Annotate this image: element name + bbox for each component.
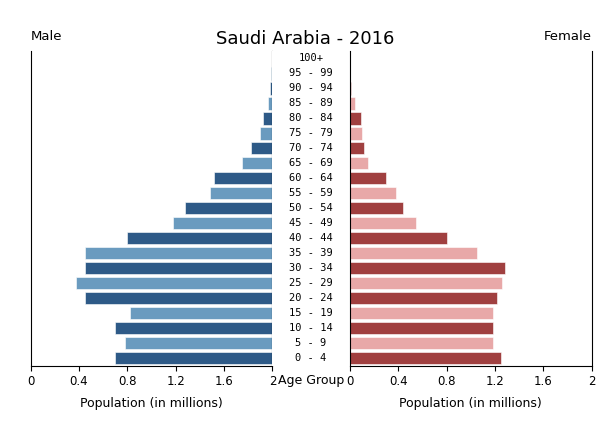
Bar xyxy=(350,292,497,304)
Text: 85 - 89: 85 - 89 xyxy=(289,99,333,108)
Bar xyxy=(185,202,273,214)
Bar xyxy=(209,187,273,199)
X-axis label: Age Group: Age Group xyxy=(278,374,344,387)
Text: 5 - 9: 5 - 9 xyxy=(295,338,327,348)
Bar xyxy=(350,352,501,364)
Text: 20 - 24: 20 - 24 xyxy=(289,293,333,303)
Text: 95 - 99: 95 - 99 xyxy=(289,68,333,79)
Bar xyxy=(260,127,273,139)
Text: 45 - 49: 45 - 49 xyxy=(289,218,333,228)
Bar xyxy=(268,97,273,110)
Bar xyxy=(85,292,273,304)
Bar xyxy=(350,82,351,95)
Text: 25 - 29: 25 - 29 xyxy=(289,278,333,288)
Text: Male: Male xyxy=(30,30,62,43)
Text: Saudi Arabia - 2016: Saudi Arabia - 2016 xyxy=(216,30,394,48)
Bar xyxy=(242,157,273,170)
Text: 50 - 54: 50 - 54 xyxy=(289,203,333,213)
Text: 30 - 34: 30 - 34 xyxy=(289,263,333,273)
Bar xyxy=(350,217,416,230)
Bar xyxy=(350,172,386,184)
Bar xyxy=(350,112,361,125)
Bar xyxy=(350,337,492,349)
Bar xyxy=(127,232,273,244)
Bar xyxy=(350,262,504,274)
Bar xyxy=(125,337,273,349)
Bar xyxy=(173,217,273,230)
Bar xyxy=(350,142,364,154)
Bar xyxy=(350,322,492,334)
Bar xyxy=(85,247,273,259)
Bar xyxy=(350,187,396,199)
Text: Female: Female xyxy=(544,30,592,43)
Bar xyxy=(214,172,273,184)
Text: 65 - 69: 65 - 69 xyxy=(289,159,333,168)
Text: 15 - 19: 15 - 19 xyxy=(289,308,333,318)
Bar xyxy=(85,262,273,274)
Text: 100+: 100+ xyxy=(299,54,323,63)
Text: 55 - 59: 55 - 59 xyxy=(289,188,333,198)
Bar xyxy=(350,277,502,289)
Bar xyxy=(263,112,273,125)
X-axis label: Population (in millions): Population (in millions) xyxy=(400,397,542,410)
X-axis label: Population (in millions): Population (in millions) xyxy=(80,397,223,410)
Bar xyxy=(350,127,362,139)
Bar xyxy=(76,277,273,289)
Bar xyxy=(350,202,403,214)
Text: 35 - 39: 35 - 39 xyxy=(289,248,333,258)
Bar xyxy=(350,307,492,319)
Bar xyxy=(130,307,273,319)
Bar xyxy=(350,97,354,110)
Text: 0 - 4: 0 - 4 xyxy=(295,353,327,363)
Bar xyxy=(350,157,368,170)
Bar xyxy=(251,142,273,154)
Text: 70 - 74: 70 - 74 xyxy=(289,143,333,153)
Text: 10 - 14: 10 - 14 xyxy=(289,323,333,333)
Bar xyxy=(270,82,273,95)
Bar xyxy=(115,322,273,334)
Text: 75 - 79: 75 - 79 xyxy=(289,128,333,139)
Bar xyxy=(350,247,477,259)
Bar xyxy=(271,67,273,79)
Text: 80 - 84: 80 - 84 xyxy=(289,113,333,123)
Bar xyxy=(115,352,273,364)
Bar xyxy=(350,232,447,244)
Text: 90 - 94: 90 - 94 xyxy=(289,83,333,94)
Text: 40 - 44: 40 - 44 xyxy=(289,233,333,243)
Text: 60 - 64: 60 - 64 xyxy=(289,173,333,183)
